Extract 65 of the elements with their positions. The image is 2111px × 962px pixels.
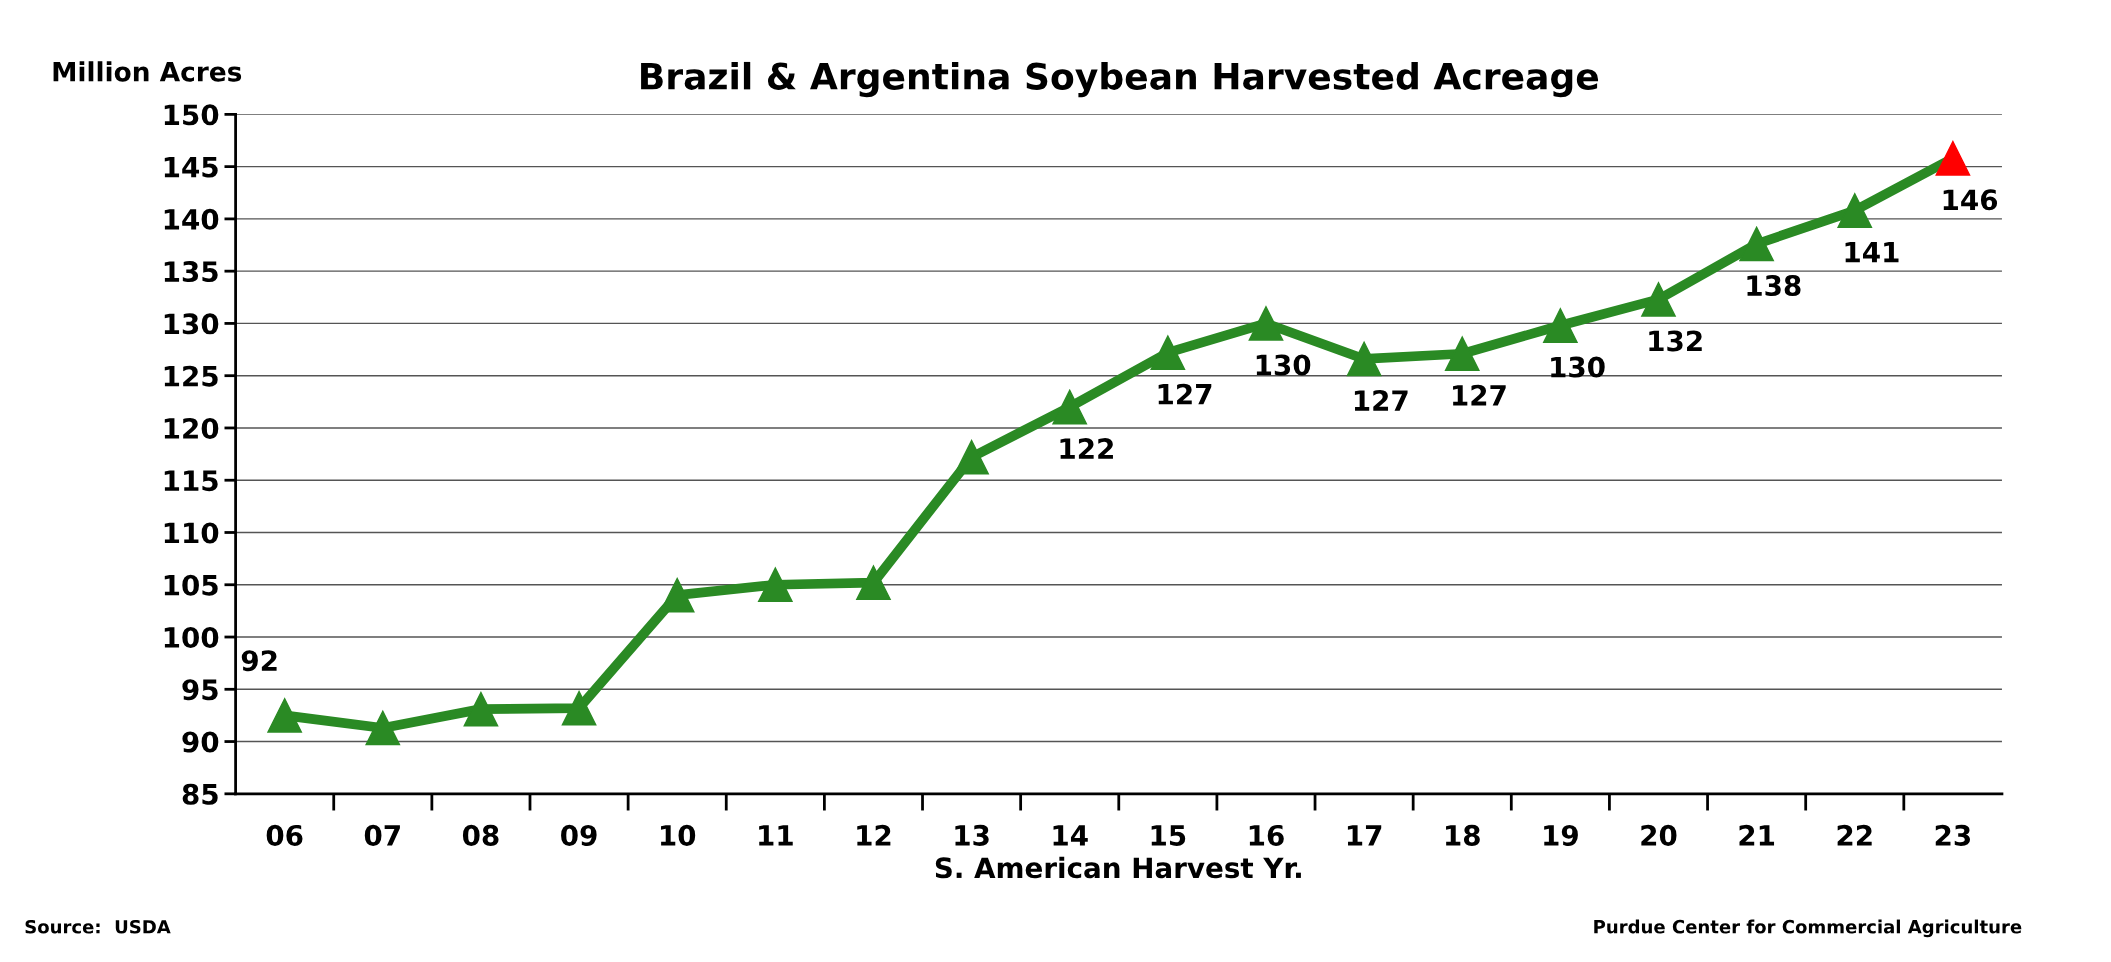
point [1248, 306, 1284, 341]
data-label: 127 [1158, 383, 1212, 405]
x-axis-title: S. American Harvest Yr. [935, 856, 1301, 879]
point [856, 565, 891, 601]
y-tick-label: 105 [164, 574, 218, 596]
point [1346, 341, 1382, 377]
data-label: 130 [1551, 356, 1605, 378]
data-label: 127 [1354, 390, 1408, 411]
y-tick-label: 85 [182, 783, 218, 805]
y-tick-label: 130 [164, 313, 219, 335]
y-tick-label: 110 [164, 522, 219, 544]
point [365, 710, 401, 746]
data-label: 122 [1060, 438, 1113, 459]
data-label: 138 [1747, 275, 1801, 297]
point [954, 439, 989, 475]
y-tick-label: 125 [164, 365, 218, 387]
y-tick-label: 95 [182, 679, 218, 701]
point [757, 567, 793, 603]
point [561, 690, 597, 726]
x-tick-label: 19 [1544, 824, 1578, 846]
x-tick-label: 06 [266, 824, 303, 846]
point [1641, 282, 1676, 317]
point [1739, 226, 1774, 262]
x-tick-label: 15 [1151, 825, 1186, 846]
data-label: 127 [1453, 384, 1506, 406]
point [267, 698, 303, 733]
source-note: Source: USDA [25, 919, 171, 934]
x-tick-label: 12 [857, 824, 891, 846]
text: Purdue Center for Commercial Agriculture [1594, 919, 2022, 938]
point [1150, 335, 1186, 371]
x-tick-label: 08 [462, 824, 499, 846]
x-tick-label: 23 [1935, 824, 1970, 846]
point [1052, 389, 1088, 425]
x-tick-label: 07 [364, 824, 400, 846]
data-label: 92 [241, 650, 277, 672]
data-label: 130 [1256, 354, 1311, 376]
data-label: 141 [1845, 241, 1899, 263]
point [1444, 336, 1480, 372]
x-tick-label: 14 [1053, 825, 1088, 846]
y-tick-label: 135 [164, 261, 218, 283]
x-tick-label: 09 [561, 824, 597, 846]
y-tick-label: 115 [164, 470, 218, 492]
y-axis-title: Million Acres [53, 61, 242, 82]
data-label: 146 [1943, 189, 1998, 211]
x-tick-label: 20 [1641, 824, 1677, 846]
chart-title: Brazil & Argentina Soybean Harvested Acreage [641, 61, 1599, 98]
x-tick-label: 13 [955, 824, 989, 846]
data-label: 132 [1649, 330, 1702, 352]
y-tick-label: 90 [182, 731, 219, 753]
point [1542, 308, 1578, 343]
point [1837, 193, 1873, 228]
x-tick-label: 18 [1446, 824, 1480, 846]
y-tick-label: 140 [164, 208, 219, 230]
y-tick-label: 120 [164, 417, 219, 439]
y-tick-label: 100 [164, 626, 219, 648]
x-tick-label: 21 [1739, 824, 1775, 846]
x-tick-label: 10 [661, 824, 696, 846]
y-tick-label: 145 [164, 156, 218, 178]
x-tick-label: 17 [1347, 825, 1382, 846]
point [1935, 140, 1971, 176]
x-tick-label: 11 [759, 825, 793, 846]
x-tick-label: 16 [1249, 824, 1284, 846]
x-tick-label: 22 [1837, 824, 1872, 846]
point [463, 691, 499, 727]
y-tick-label: 150 [164, 104, 219, 126]
